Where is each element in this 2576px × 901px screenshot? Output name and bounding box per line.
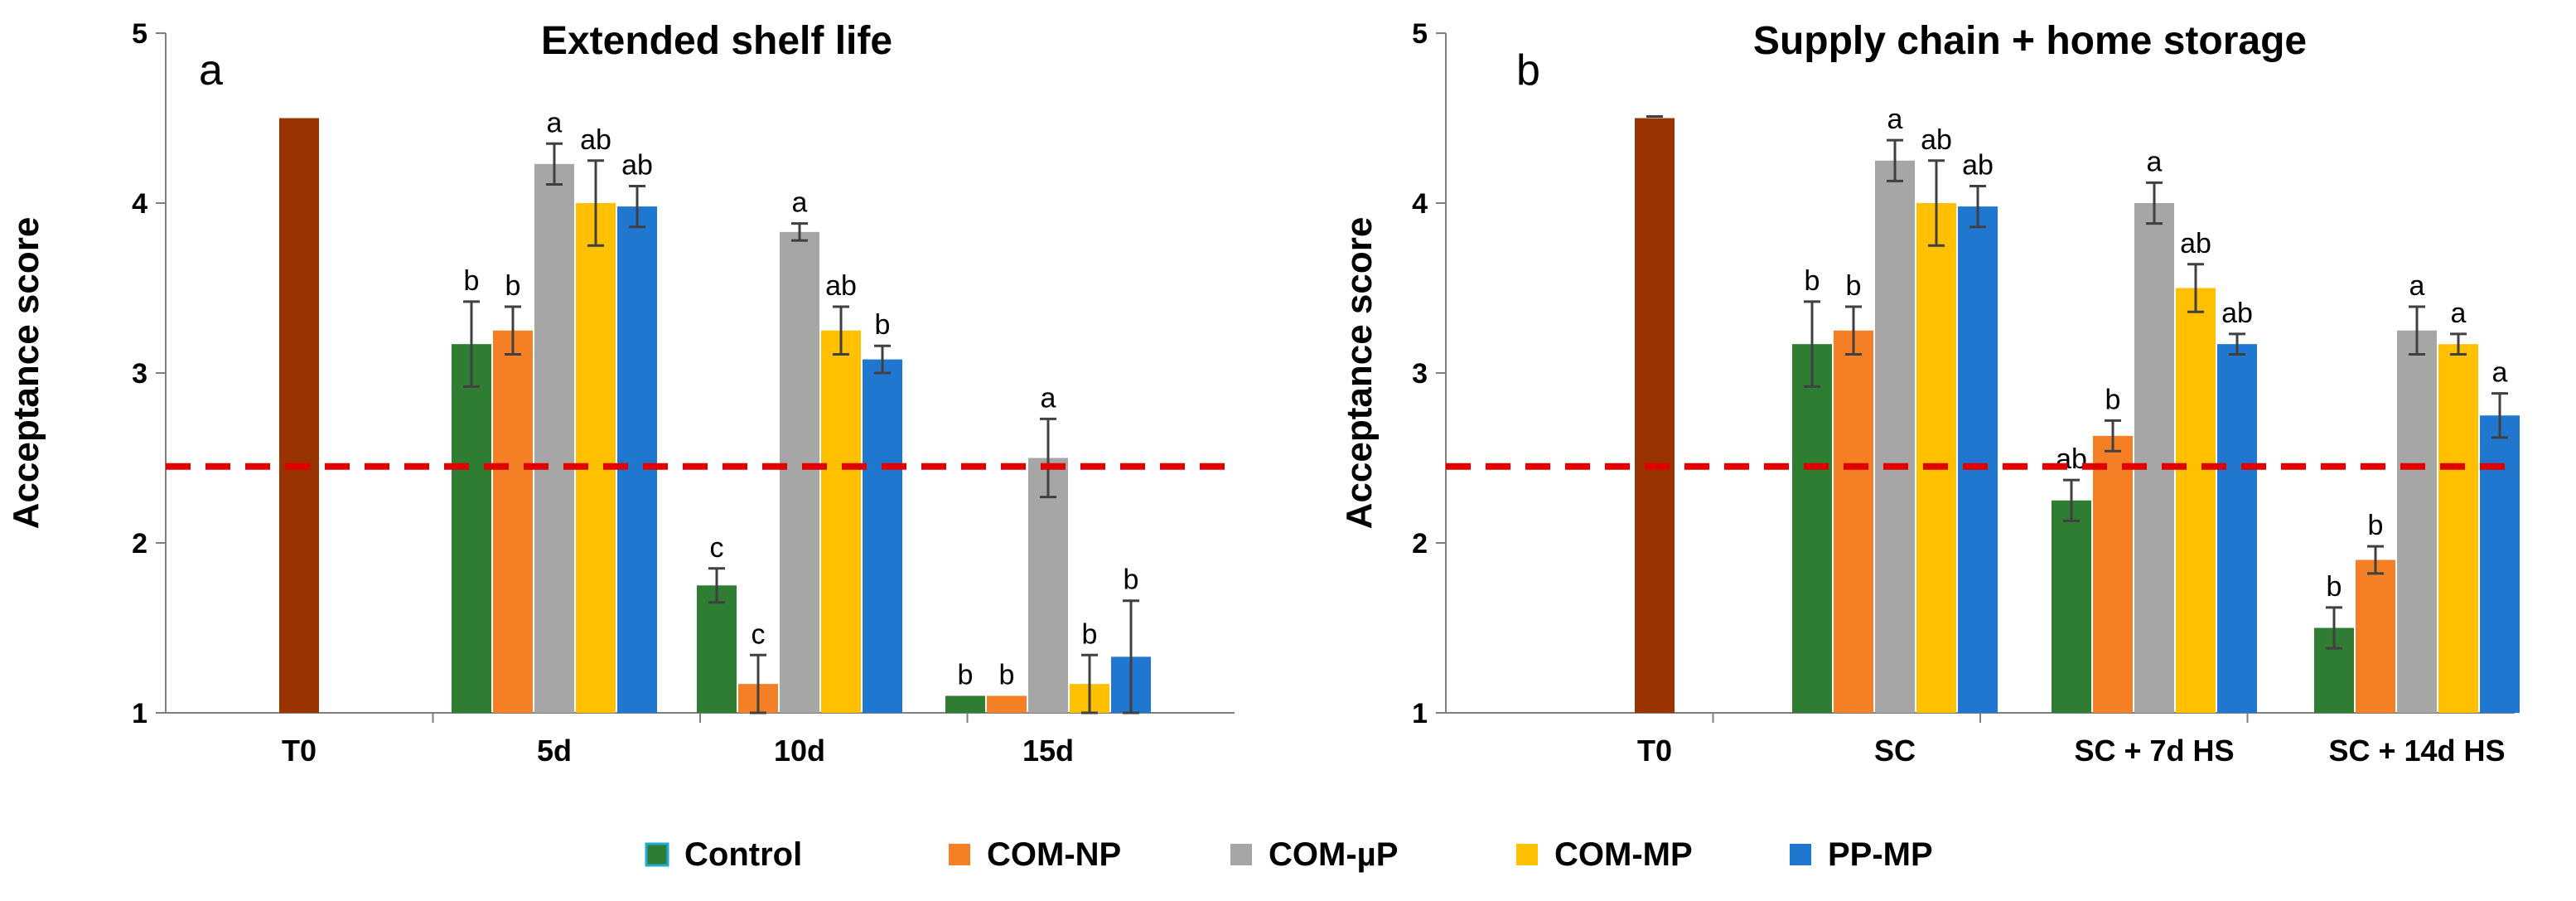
bar-control [1792,344,1832,713]
significance-label: a [2492,357,2508,389]
bar-com-mp [576,203,616,713]
bar-com-np [2093,435,2133,713]
significance-label: a [547,107,563,138]
significance-label: b [1846,270,1862,302]
bar-t0 [1635,118,1675,713]
chart-title: Extended shelf life [541,19,892,63]
chart-title: Supply chain + home storage [1753,19,2307,63]
significance-label: ab [1921,124,1952,156]
significance-label: ab [1962,150,1994,182]
significance-label: c [710,532,724,564]
y-axis-label: Acceptance score [6,217,46,530]
legend-label: COM-MP [1554,836,1693,873]
bar-pp-mp [2480,415,2520,713]
y-tick-label: 2 [132,528,147,559]
significance-label: ab [2180,228,2211,259]
significance-label: b [875,309,891,341]
significance-label: b [1082,618,1098,650]
bar-com-p [534,163,574,714]
significance-label: b [999,660,1015,691]
significance-label: b [958,660,974,691]
bar-com-np [1834,330,1873,713]
bar-com-np [987,695,1027,713]
significance-label: a [1041,382,1056,414]
panel-letter: a [199,46,223,94]
legend-swatch-com-p [1230,844,1252,865]
x-tick-label: T0 [282,734,317,768]
legend-swatch-com-mp [1516,844,1538,865]
significance-label: b [2368,510,2384,541]
bar-com-mp [2438,344,2478,713]
bar-com-mp [821,330,861,713]
y-tick-label: 2 [1412,528,1428,559]
x-tick-label: 5d [537,734,572,768]
x-tick-label: 10d [774,734,825,768]
y-tick-label: 1 [1412,698,1428,729]
bar-com-p [1028,458,1068,713]
significance-label: a [2409,270,2425,302]
significance-label: ab [2056,443,2087,475]
legend-label: PP-MP [1828,836,1933,873]
y-tick-label: 5 [132,18,147,50]
chart-panel-b: Supply chain + home storage b Acceptance s… [1339,18,2520,768]
y-tick-label: 4 [1412,188,1428,220]
chart-panel-a: Extended shelf life a Acceptance score 1 2 3 4… [6,18,1235,768]
legend-label: COM-NP [987,836,1121,873]
legend: Control COM-NP COM-µP COM-MP PP-MP [645,836,1933,873]
x-tick-label: 15d [1022,734,1074,768]
x-tick-label: SC + 7d HS [2074,734,2234,768]
y-tick-label: 3 [1412,358,1428,390]
bar-control [452,344,491,713]
significance-label: a [792,187,808,219]
significance-label: ab [825,270,857,302]
legend-swatch-control [645,842,669,867]
significance-label: a [2451,298,2467,329]
y-tick-label: 5 [1412,18,1428,50]
x-tick-label: SC [1874,734,1916,768]
significance-label: b [2327,571,2342,603]
legend-swatch-pp-mp [1790,844,1811,865]
y-tick-label: 4 [132,188,147,220]
bar-com-p [1875,160,1915,713]
bar-control [945,695,985,713]
bar-pp-mp [1958,206,1998,714]
legend-label: COM-µP [1269,836,1398,873]
significance-label: ab [2221,298,2253,329]
bar-com-np [493,330,533,713]
panel-letter: b [1516,46,1540,94]
significance-label: ab [621,150,653,182]
significance-label: b [505,270,521,302]
y-tick-label: 3 [132,358,147,390]
bar-com-mp [1916,203,1956,713]
x-tick-label: SC + 14d HS [2328,734,2505,768]
significance-label: ab [580,124,611,156]
y-tick-label: 1 [132,698,147,729]
bar-pp-mp [617,206,657,714]
bar-com-p [2397,330,2437,713]
significance-label: a [1887,104,1903,135]
significance-label: b [2105,384,2121,415]
bar-t0 [279,118,319,713]
legend-swatch-com-np [949,844,970,865]
bar-pp-mp [2217,344,2257,713]
bar-control [2052,500,2091,713]
significance-label: c [752,618,766,650]
y-axis-label: Acceptance score [1339,217,1380,530]
significance-label: a [2147,146,2163,177]
significance-label: b [464,265,480,297]
bar-com-p [2134,203,2174,713]
significance-label: b [1124,564,1139,596]
x-tick-label: T0 [1637,734,1672,768]
bar-com-mp [2176,288,2216,713]
bar-com-p [780,231,819,714]
bar-pp-mp [863,359,902,713]
significance-label: b [1805,265,1820,297]
bar-control [697,585,737,713]
bar-com-np [2356,559,2395,713]
legend-label: Control [684,836,802,873]
